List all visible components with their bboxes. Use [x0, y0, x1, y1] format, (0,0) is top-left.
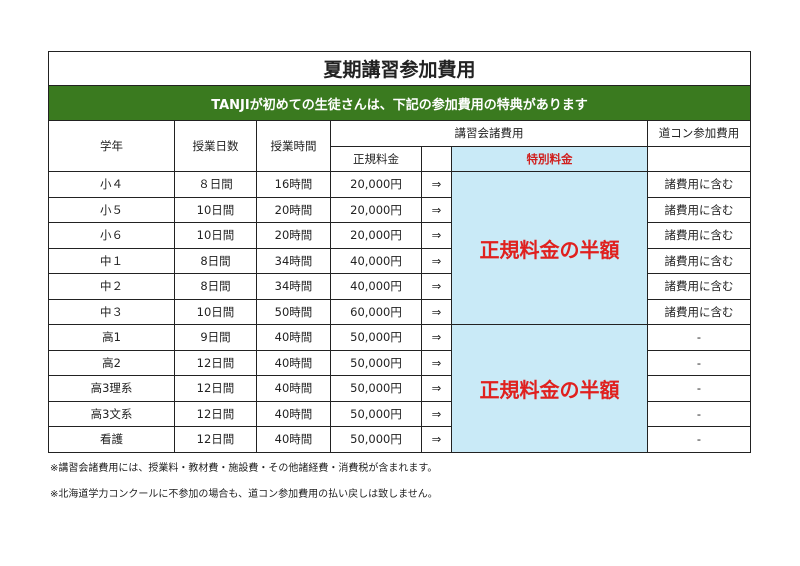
table-row: 小４ ８日間 16時間 20,000円 ⇒ 正規料金の半額 諸費用に含む: [48, 171, 751, 325]
arrow-icon: ⇒: [421, 426, 452, 453]
page-title: 夏期講習参加費用: [48, 51, 751, 86]
days-cell: 9日間: [174, 324, 257, 351]
grade-cell: 看護: [48, 426, 175, 453]
arrow-icon: ⇒: [421, 247, 452, 274]
arrow-icon: ⇒: [421, 400, 452, 427]
price-cell: 50,000円: [330, 349, 422, 376]
special-price-cell: 正規料金の半額: [451, 324, 648, 453]
docon-cell: -: [647, 400, 751, 427]
docon-cell: 諸費用に含む: [647, 247, 751, 274]
docon-cell: 諸費用に含む: [647, 298, 751, 325]
grade-cell: 中１: [48, 247, 175, 274]
days-cell: 10日間: [174, 196, 257, 223]
price-cell: 20,000円: [330, 171, 422, 198]
grade-cell: 小６: [48, 222, 175, 249]
docon-cell: -: [647, 324, 751, 351]
hours-cell: 34時間: [256, 273, 331, 300]
arrow-icon: ⇒: [421, 349, 452, 376]
days-cell: 8日間: [174, 247, 257, 274]
header-grade: 学年: [48, 120, 175, 172]
grade-cell: 中３: [48, 298, 175, 325]
grade-cell: 小５: [48, 196, 175, 223]
hours-cell: 40時間: [256, 324, 331, 351]
hours-cell: 20時間: [256, 196, 331, 223]
hours-cell: 40時間: [256, 400, 331, 427]
grade-cell: 高3理系: [48, 375, 175, 402]
docon-cell: 諸費用に含む: [647, 273, 751, 300]
days-cell: 12日間: [174, 426, 257, 453]
days-cell: ８日間: [174, 171, 257, 198]
hours-cell: 20時間: [256, 222, 331, 249]
grade-cell: 中２: [48, 273, 175, 300]
table-row: 小５ 10日間 20時間 20,000円 ⇒ 諸費用に含む: [48, 196, 751, 223]
hours-cell: 40時間: [256, 349, 331, 376]
note-2: ※北海道学力コンクールに不参加の場合も、道コン参加費用の払い戻しは致しません。: [50, 489, 438, 500]
docon-cell: -: [647, 375, 751, 402]
table-row: 高2 12日間 40時間 50,000円 ⇒ -: [48, 349, 751, 376]
hours-cell: 50時間: [256, 298, 331, 325]
price-cell: 50,000円: [330, 324, 422, 351]
days-cell: 12日間: [174, 349, 257, 376]
docon-cell: -: [647, 426, 751, 453]
header-hours: 授業時間: [256, 120, 331, 172]
hours-cell: 34時間: [256, 247, 331, 274]
price-cell: 50,000円: [330, 400, 422, 427]
header-days: 授業日数: [174, 120, 257, 172]
header-special: 特別料金: [451, 145, 648, 172]
table-row: 高3文系 12日間 40時間 50,000円 ⇒ -: [48, 400, 751, 427]
arrow-icon: ⇒: [421, 324, 452, 351]
header-regular: 正規料金: [330, 145, 422, 172]
days-cell: 10日間: [174, 222, 257, 249]
docon-cell: -: [647, 349, 751, 376]
price-cell: 40,000円: [330, 247, 422, 274]
price-cell: 50,000円: [330, 375, 422, 402]
special-price-cell: 正規料金の半額: [451, 171, 648, 325]
note-1: ※講習会諸費用には、授業料・教材費・施設費・その他諸経費・消費税が含まれます。: [50, 463, 438, 474]
days-cell: 10日間: [174, 298, 257, 325]
grade-cell: 高1: [48, 324, 175, 351]
price-cell: 60,000円: [330, 298, 422, 325]
table-row: 小６ 10日間 20時間 20,000円 ⇒ 諸費用に含む: [48, 222, 751, 249]
arrow-icon: ⇒: [421, 375, 452, 402]
hours-cell: 40時間: [256, 426, 331, 453]
price-cell: 20,000円: [330, 196, 422, 223]
hours-cell: 40時間: [256, 375, 331, 402]
docon-cell: 諸費用に含む: [647, 171, 751, 198]
days-cell: 12日間: [174, 375, 257, 402]
grade-cell: 小４: [48, 171, 175, 198]
days-cell: 12日間: [174, 400, 257, 427]
grade-cell: 高3文系: [48, 400, 175, 427]
price-cell: 50,000円: [330, 426, 422, 453]
arrow-icon: ⇒: [421, 222, 452, 249]
price-cell: 20,000円: [330, 222, 422, 249]
header-fees: 講習会諸費用: [330, 120, 648, 147]
arrow-icon: ⇒: [421, 298, 452, 325]
promo-banner: TANJIが初めての生徒さんは、下記の参加費用の特典があります: [48, 85, 751, 121]
header-arrow-blank: [421, 145, 452, 172]
arrow-icon: ⇒: [421, 196, 452, 223]
arrow-icon: ⇒: [421, 171, 452, 198]
hours-cell: 16時間: [256, 171, 331, 198]
docon-cell: 諸費用に含む: [647, 222, 751, 249]
docon-cell: 諸費用に含む: [647, 196, 751, 223]
table-row: 看護 12日間 40時間 50,000円 ⇒ -: [48, 426, 751, 453]
days-cell: 8日間: [174, 273, 257, 300]
table-row: 中３ 10日間 50時間 60,000円 ⇒ 諸費用に含む: [48, 298, 751, 325]
price-cell: 40,000円: [330, 273, 422, 300]
header-docon: 道コン参加費用: [647, 120, 751, 147]
grade-cell: 高2: [48, 349, 175, 376]
fee-table: 夏期講習参加費用 TANJIが初めての生徒さんは、下記の参加費用の特典があります…: [48, 51, 751, 453]
header-docon-blank: [647, 145, 751, 172]
arrow-icon: ⇒: [421, 273, 452, 300]
table-row: 中２ 8日間 34時間 40,000円 ⇒ 諸費用に含む: [48, 273, 751, 300]
table-row: 高1 9日間 40時間 50,000円 ⇒ 正規料金の半額 -: [48, 324, 751, 453]
